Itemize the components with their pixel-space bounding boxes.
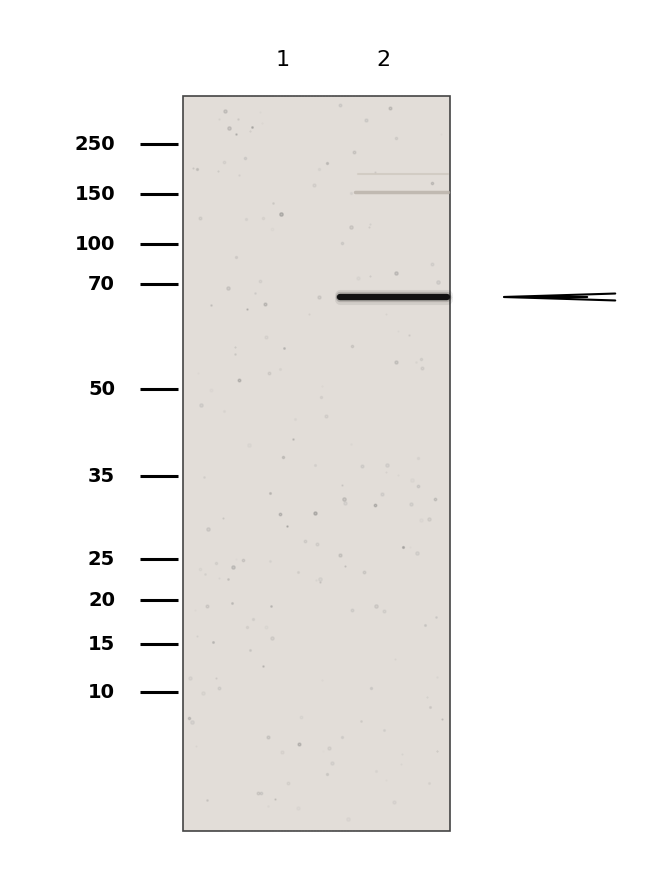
- Text: 25: 25: [88, 550, 115, 569]
- Text: 50: 50: [88, 380, 115, 399]
- Bar: [183, 96, 450, 831]
- Text: 2: 2: [376, 50, 390, 70]
- Text: 150: 150: [74, 185, 115, 204]
- Text: 1: 1: [276, 50, 290, 70]
- Text: 20: 20: [88, 591, 115, 610]
- Text: 100: 100: [75, 235, 115, 255]
- Text: 10: 10: [88, 683, 115, 701]
- Text: 35: 35: [88, 467, 115, 486]
- Text: 15: 15: [88, 634, 115, 653]
- Text: 250: 250: [74, 136, 115, 155]
- Text: 70: 70: [88, 275, 115, 295]
